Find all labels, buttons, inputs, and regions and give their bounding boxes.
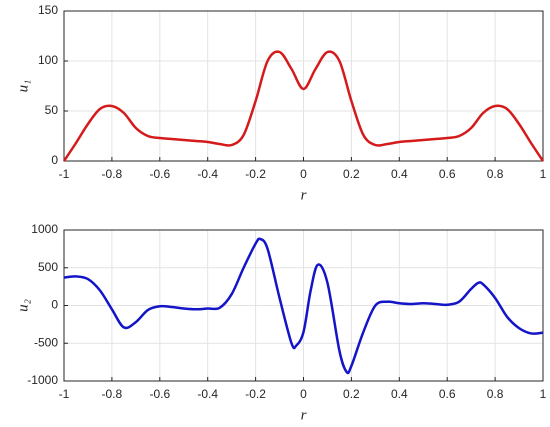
- x-tick-label: 0.6: [439, 167, 456, 181]
- x-tick-label: -0.4: [197, 167, 218, 181]
- y-tick-label: 0: [51, 153, 58, 167]
- y-tick-label: 50: [45, 103, 59, 117]
- axes-box: [63, 10, 544, 162]
- line-series: [63, 237, 544, 375]
- x-tick-label: 0.2: [343, 167, 360, 181]
- y-tick-label: 0: [51, 298, 58, 312]
- x-tick-label: -1: [59, 167, 70, 181]
- x-tick-label: -0.8: [102, 387, 123, 401]
- x-tick-label: 0.4: [391, 387, 408, 401]
- x-tick-label: 0.6: [439, 387, 456, 401]
- x-tick-label: 0.8: [487, 387, 504, 401]
- x-tick-label: -0.2: [245, 387, 266, 401]
- x-tick-label: 1: [540, 167, 547, 181]
- x-tick-label: 1: [540, 387, 547, 401]
- y-axis-label: u₂: [15, 299, 31, 312]
- x-tick-label: -0.8: [102, 167, 123, 181]
- y-tick-label: -500: [34, 335, 58, 349]
- y-tick-label: 150: [38, 3, 58, 17]
- x-tick-label: -0.6: [149, 167, 170, 181]
- x-tick-label: -0.4: [197, 387, 218, 401]
- x-tick-label: 0: [300, 167, 307, 181]
- y-tick-label: -1000: [27, 373, 58, 387]
- line-series: [62, 50, 545, 162]
- x-tick-label: -1: [59, 387, 70, 401]
- y-tick-label: 1000: [31, 222, 58, 236]
- x-tick-label: 0.2: [343, 387, 360, 401]
- x-axis-label: r: [301, 187, 307, 203]
- x-tick-label: -0.2: [245, 167, 266, 181]
- x-tick-label: 0.8: [487, 167, 504, 181]
- x-axis-label: r: [301, 407, 307, 423]
- y-tick-label: 100: [38, 53, 58, 67]
- x-tick-label: 0.4: [391, 167, 408, 181]
- y-tick-label: 500: [38, 260, 58, 274]
- x-tick-label: 0: [300, 387, 307, 401]
- y-axis-label: u₁: [15, 80, 31, 93]
- axes-box: [63, 229, 544, 382]
- x-tick-label: -0.6: [149, 387, 170, 401]
